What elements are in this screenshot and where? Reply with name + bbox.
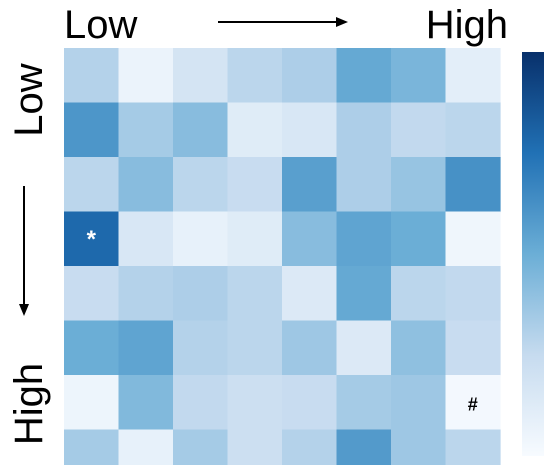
- heatmap-cell: [173, 429, 229, 465]
- heatmap-cell: [118, 157, 174, 213]
- heatmap-cell: [282, 320, 338, 376]
- heatmap-cell: [336, 157, 392, 213]
- x-axis-arrow: [218, 17, 348, 27]
- y-axis-low-label: Low: [7, 63, 51, 136]
- heatmap-cell: [391, 211, 447, 267]
- heatmap-cell: [445, 375, 501, 431]
- heatmap-cell: [391, 320, 447, 376]
- heatmap-cell: [391, 48, 447, 104]
- heatmap-cell: [173, 375, 229, 431]
- heatmap-cell: [336, 320, 392, 376]
- heatmap-cell: [282, 157, 338, 213]
- heatmap-cell: [64, 375, 120, 431]
- heatmap-cell: [173, 211, 229, 267]
- heatmap-cell: [227, 375, 283, 431]
- heatmap-cell: [282, 375, 338, 431]
- heatmap-cell: [445, 429, 501, 465]
- heatmap-cell: [64, 48, 120, 104]
- heatmap-cell: [64, 320, 120, 376]
- heatmap-cell: [173, 320, 229, 376]
- heatmap-cell: [173, 48, 229, 104]
- heatmap-cell: [445, 48, 501, 104]
- heatmap-cell: [64, 266, 120, 322]
- heatmap-cell: [64, 157, 120, 213]
- heatmap-cell: [336, 48, 392, 104]
- x-axis-high-label: High: [426, 3, 508, 47]
- heatmap-cell: [118, 375, 174, 431]
- heatmap-cell: [391, 266, 447, 322]
- heatmap-cell: [227, 211, 283, 267]
- heatmap-cell: [445, 320, 501, 376]
- heatmap-cell: [227, 48, 283, 104]
- heatmap-cell: [282, 429, 338, 465]
- heatmap-cell: [118, 102, 174, 158]
- heatmap-cell: [391, 375, 447, 431]
- heatmap-cell: [227, 102, 283, 158]
- y-axis-high-label: High: [7, 363, 51, 445]
- heatmap-cell: [336, 102, 392, 158]
- heatmap-marker: #: [468, 394, 478, 414]
- heatmap-cell: [173, 102, 229, 158]
- heatmap-cell: [282, 102, 338, 158]
- heatmap-cell: [336, 211, 392, 267]
- heatmap-cell: [336, 429, 392, 465]
- heatmap-cell: [445, 211, 501, 267]
- heatmap-cell: [118, 429, 174, 465]
- heatmap-cell: [173, 266, 229, 322]
- heatmap-cell: [227, 266, 283, 322]
- heatmap-cell: [118, 48, 174, 104]
- heatmap-marker: *: [87, 226, 97, 253]
- heatmap-cell: [391, 102, 447, 158]
- heatmap-cell: [282, 266, 338, 322]
- heatmap-cell: [118, 320, 174, 376]
- heatmap-cell: [445, 102, 501, 158]
- x-axis-low-label: Low: [64, 3, 137, 47]
- heatmap-cell: [64, 211, 120, 267]
- heatmap-cell: [391, 157, 447, 213]
- heatmap-cell: [64, 102, 120, 158]
- heatmap-cell: [445, 266, 501, 322]
- heatmap-cell: [336, 375, 392, 431]
- heatmap-cell: [227, 157, 283, 213]
- heatmap-cell: [227, 320, 283, 376]
- heatmap-cell: [64, 429, 120, 465]
- y-axis-arrow: [19, 186, 29, 316]
- colorbar: [522, 52, 544, 456]
- heatmap-cell: [227, 429, 283, 465]
- heatmap-cell: [282, 48, 338, 104]
- heatmap-markers: *#: [87, 226, 478, 415]
- heatmap-cell: [445, 157, 501, 213]
- heatmap-grid: [64, 48, 501, 465]
- heatmap-cell: [336, 266, 392, 322]
- heatmap-cell: [173, 157, 229, 213]
- heatmap-cell: [391, 429, 447, 465]
- heatmap-cell: [118, 211, 174, 267]
- heatmap-cell: [282, 211, 338, 267]
- heatmap-cell: [118, 266, 174, 322]
